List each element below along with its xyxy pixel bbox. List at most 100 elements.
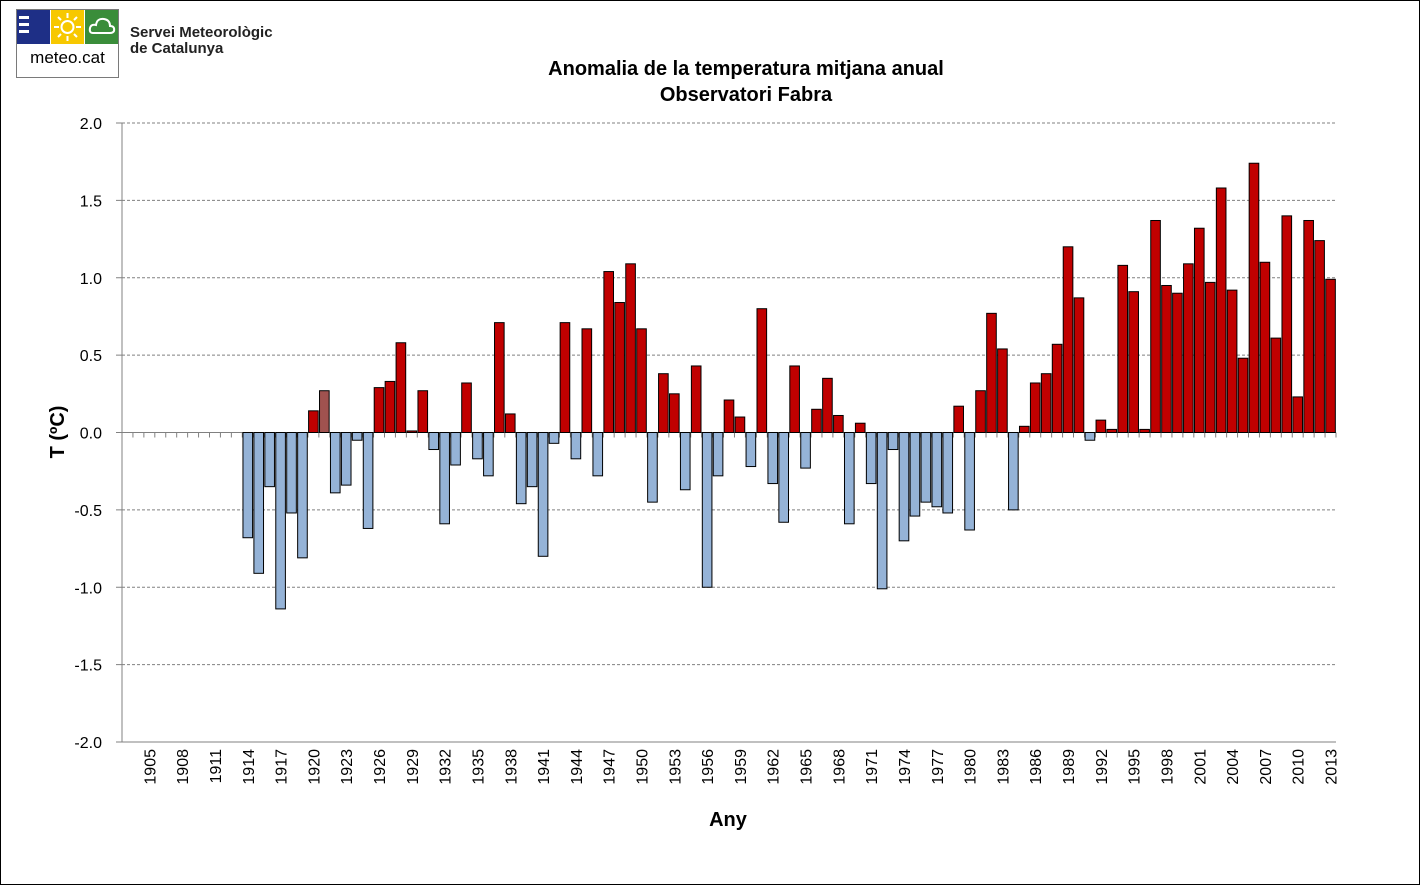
x-tick-label: 1932 [438,749,455,785]
bar [1292,396,1304,433]
x-tick-label: 1911 [208,749,225,784]
bar [570,432,582,460]
x-tick-label: 1998 [1159,749,1176,785]
bar [658,373,669,434]
bar [964,432,975,531]
x-tick-label: 1908 [175,749,192,785]
y-tick-label: 2.0 [80,116,102,133]
bar [690,365,702,433]
bar [1128,291,1139,433]
x-tick-label: 1980 [963,749,980,785]
bar [811,408,822,434]
x-tick-label: 1941 [536,749,553,785]
bar [701,432,713,588]
x-tick-label: 1968 [831,749,848,785]
bar [1161,284,1172,433]
x-tick-label: 1983 [995,749,1012,785]
bar [920,432,932,503]
x-tick-label: 1929 [405,749,422,785]
bar [559,322,571,433]
bar [286,432,297,514]
x-tick-label: 1905 [142,749,159,785]
bar [942,432,954,514]
bar [494,322,505,433]
bar [483,432,494,477]
x-tick-label: 1953 [667,749,684,785]
bar [1106,428,1118,433]
bar [308,410,319,433]
bar [876,432,888,590]
y-tick-label: 1.5 [80,193,102,210]
bar [865,432,877,485]
bar [647,432,658,503]
bar [1193,227,1205,433]
bar [1226,289,1238,433]
bar [461,382,472,434]
x-tick-label: 1959 [733,749,750,785]
x-tick-label: 1920 [306,749,323,785]
organization-name-line1: Servei Meteorològic [130,24,273,41]
x-tick-label: 1995 [1127,749,1144,785]
bar [953,405,964,434]
bar [417,390,429,433]
y-tick-label: -2.0 [74,735,102,752]
bar [669,393,680,433]
x-tick-label: 1974 [897,749,914,785]
bar [898,432,910,542]
x-tick-label: 1944 [569,749,586,785]
bar [1325,278,1336,433]
bar [384,380,396,433]
bar [822,377,833,433]
x-tick-label: 2013 [1324,749,1341,785]
bar [1084,432,1096,441]
bar [1215,187,1227,433]
bar [909,432,921,517]
bar [275,432,286,610]
bar [679,432,691,491]
chart-subtitle: Observatori Fabra [660,84,833,106]
bar [1183,263,1194,434]
bar [931,432,943,508]
bar [548,432,560,444]
y-tick-label: 0.5 [80,348,102,365]
bar [1051,343,1063,434]
bar [789,365,800,433]
bar [319,390,330,433]
bar [723,399,735,434]
bar [1018,425,1030,433]
bar [745,432,757,468]
bar [734,416,746,433]
bar [515,432,527,505]
bar [1062,246,1074,433]
bar [712,432,724,477]
bar [526,432,538,488]
x-tick-label: 1971 [864,749,881,785]
bar [1303,219,1314,433]
x-tick-label: 1917 [274,749,291,785]
y-axis-label: T (ºC) [47,406,69,459]
bar [253,432,265,574]
x-tick-label: 1956 [700,749,717,785]
x-tick-label: 1926 [372,749,389,785]
bar [1073,297,1085,433]
bar [833,414,844,434]
bar [581,328,593,434]
bar [395,342,407,433]
bar [406,430,418,434]
x-tick-label: 2001 [1192,749,1209,785]
bar [373,387,385,433]
organization-name-line2: de Catalunya [130,40,224,57]
bar [264,432,275,488]
x-tick-label: 1938 [503,749,520,785]
x-tick-label: 1965 [799,749,816,785]
bar [351,432,363,441]
sun-icon [51,10,84,44]
bar [1204,281,1216,433]
x-tick-label: 1914 [241,749,258,785]
meteocat-logo: meteo.cat [16,9,119,78]
bar [297,432,308,559]
logo-text: meteo.cat [30,48,105,67]
bar [997,348,1008,433]
bar [636,328,647,434]
